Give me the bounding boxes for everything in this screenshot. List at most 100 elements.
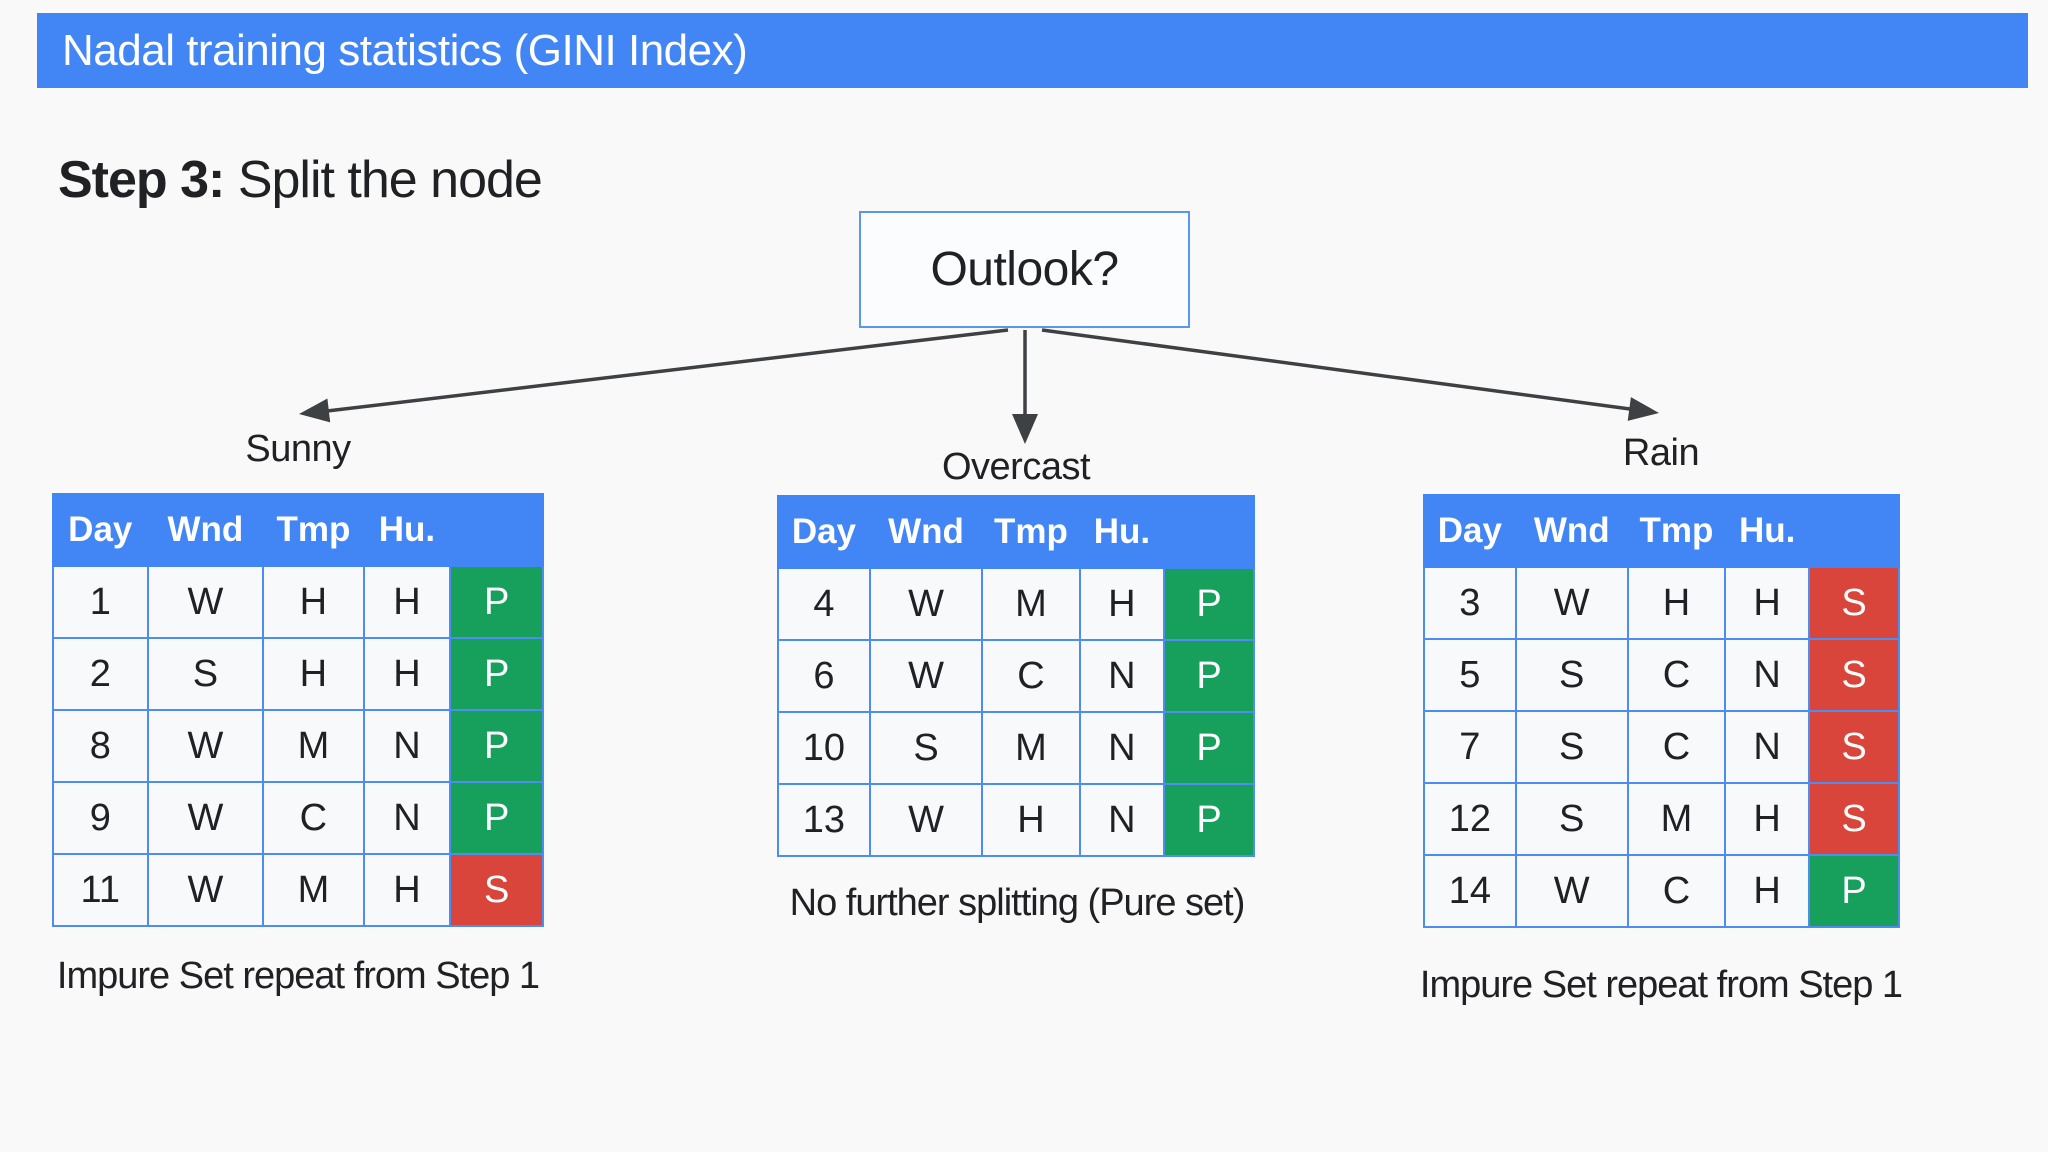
data-cell: S <box>1514 710 1629 784</box>
data-cell: M <box>981 711 1081 785</box>
slide-title: Nadal training statistics (GINI Index) <box>62 25 748 75</box>
data-cell: H <box>1724 566 1811 640</box>
data-cell: N <box>1078 711 1166 785</box>
data-cell: N <box>362 709 452 783</box>
data-cell: 6 <box>777 639 871 713</box>
column-header: Hu. <box>362 493 452 567</box>
data-cell: C <box>981 639 1081 713</box>
data-cell: H <box>1724 782 1811 856</box>
data-table: Day Wnd Tmp Hu. 1 W H H P 2 S H H P 8 W M N P 9 W C N P 11 W M H S <box>52 493 544 927</box>
table-row: 14 W C H P <box>1423 854 1900 928</box>
data-cell: W <box>1514 566 1629 640</box>
data-cell: H <box>1626 566 1727 640</box>
result-cell: S <box>1808 638 1900 712</box>
data-cell: W <box>146 781 265 855</box>
branch-label-sunny: Sunny <box>245 428 351 470</box>
data-cell: 11 <box>52 853 149 927</box>
table-row: 13 W H N P <box>777 783 1255 857</box>
data-cell: W <box>146 853 265 927</box>
arrow-rain <box>1041 328 1659 421</box>
column-header: Tmp <box>981 495 1081 569</box>
result-cell: P <box>1163 639 1255 713</box>
data-cell: 10 <box>777 711 871 785</box>
table-row: 12 S M H S <box>1423 782 1900 856</box>
result-cell: P <box>1163 783 1255 857</box>
column-header: Tmp <box>262 493 365 567</box>
data-cell: H <box>262 565 365 639</box>
step-heading: Step 3: Split the node <box>58 150 543 210</box>
result-cell: P <box>1163 567 1255 641</box>
result-cell: P <box>449 565 544 639</box>
step-heading-prefix: Step 3: <box>58 151 225 209</box>
data-table: Day Wnd Tmp Hu. 4 W M H P 6 W C N P 10 S M N P 13 W H N P <box>777 495 1255 857</box>
data-cell: S <box>1514 782 1629 856</box>
data-cell: N <box>1724 638 1811 712</box>
data-cell: H <box>981 783 1081 857</box>
data-cell: W <box>868 567 984 641</box>
data-cell: H <box>1078 567 1166 641</box>
data-cell: W <box>868 783 984 857</box>
slide-title-bar: Nadal training statistics (GINI Index) <box>37 13 2028 88</box>
data-cell: H <box>362 565 452 639</box>
column-header <box>1163 495 1255 569</box>
column-header: Tmp <box>1626 494 1727 568</box>
result-cell: S <box>449 853 544 927</box>
data-cell: N <box>1078 783 1166 857</box>
column-header <box>1808 494 1900 568</box>
data-cell: 4 <box>777 567 871 641</box>
result-cell: P <box>449 709 544 783</box>
branch-table-sunny: Day Wnd Tmp Hu. 1 W H H P 2 S H H P 8 W M N P 9 W C N P 11 W M H S <box>52 493 544 927</box>
data-cell: 13 <box>777 783 871 857</box>
column-header: Hu. <box>1724 494 1811 568</box>
column-header: Hu. <box>1078 495 1166 569</box>
data-cell: N <box>1724 710 1811 784</box>
branch-label-overcast: Overcast <box>941 446 1091 488</box>
data-cell: M <box>262 709 365 783</box>
data-cell: S <box>1514 638 1629 712</box>
data-cell: 8 <box>52 709 149 783</box>
data-cell: C <box>1626 854 1727 928</box>
data-cell: 5 <box>1423 638 1517 712</box>
column-header <box>449 493 544 567</box>
data-cell: W <box>868 639 984 713</box>
data-cell: W <box>146 565 265 639</box>
data-cell: 1 <box>52 565 149 639</box>
column-header: Wnd <box>868 495 984 569</box>
step-heading-text: Split the node <box>224 151 543 209</box>
branch-label-rain: Rain <box>1622 432 1700 474</box>
data-table: Day Wnd Tmp Hu. 3 W H H S 5 S C N S 7 S C N S 12 S M H S 14 W C H P <box>1423 494 1900 928</box>
data-cell: 12 <box>1423 782 1517 856</box>
column-header: Wnd <box>1514 494 1629 568</box>
result-cell: S <box>1808 710 1900 784</box>
data-cell: 2 <box>52 637 149 711</box>
column-header: Day <box>52 493 149 567</box>
branch-table-overcast: Day Wnd Tmp Hu. 4 W M H P 6 W C N P 10 S M N P 13 W H N P <box>777 495 1255 857</box>
data-cell: W <box>146 709 265 783</box>
data-cell: N <box>362 781 452 855</box>
branch-caption-overcast: No further splitting (Pure set) <box>789 882 1246 924</box>
branch-caption-sunny: Impure Set repeat from Step 1 <box>56 955 540 997</box>
data-cell: H <box>362 637 452 711</box>
data-cell: H <box>362 853 452 927</box>
data-cell: 14 <box>1423 854 1517 928</box>
root-node-label: Outlook? <box>930 243 1119 296</box>
result-cell: S <box>1808 566 1900 640</box>
data-cell: W <box>1514 854 1629 928</box>
data-cell: H <box>1724 854 1811 928</box>
data-cell: M <box>1626 782 1727 856</box>
data-cell: S <box>868 711 984 785</box>
header-row: Day Wnd Tmp Hu. <box>777 495 1255 569</box>
data-cell: S <box>146 637 265 711</box>
result-cell: P <box>449 781 544 855</box>
data-cell: N <box>1078 639 1166 713</box>
result-cell: P <box>449 637 544 711</box>
